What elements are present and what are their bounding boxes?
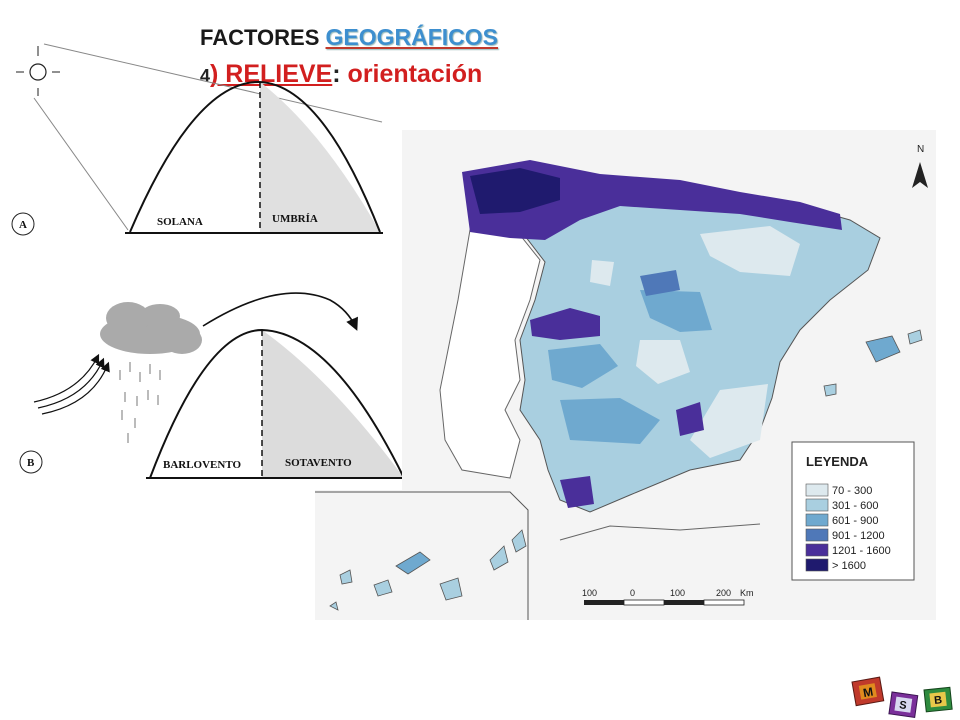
umbria-shade — [260, 82, 380, 232]
precipitation-map: N 100 0 100 200 Km LEYENDA 70 - 300 301 -… — [315, 130, 936, 620]
legend-label: 1201 - 1600 — [832, 545, 891, 557]
north-arrow-icon — [912, 162, 928, 188]
portugal-outline — [439, 229, 541, 479]
north-label: N — [917, 144, 924, 155]
sun-ray-upper — [43, 43, 383, 123]
legend-swatch — [805, 483, 829, 497]
legend-label: > 1600 — [832, 560, 866, 572]
label-barlovento: BARLOVENTO — [163, 459, 241, 471]
wind-arrows-icon — [33, 353, 110, 415]
canary-islands — [329, 529, 527, 611]
legend-title: LEYENDA — [806, 454, 869, 469]
airflow-arrow — [202, 292, 358, 331]
subtitle-separator: : — [332, 60, 348, 88]
diagram-a-letter: A — [19, 219, 27, 231]
subtitle-sub: orientación — [347, 60, 483, 88]
label-umbria: UMBRÍA — [272, 213, 318, 225]
rain-icon — [119, 362, 161, 443]
sun-ray-lower — [33, 97, 129, 231]
legend-swatch — [805, 558, 829, 572]
legend-label: 901 - 1200 — [832, 530, 885, 542]
scale-label-3: 200 — [716, 588, 731, 598]
scale-bar: 100 0 100 200 Km — [582, 588, 754, 606]
legend-label: 601 - 900 — [832, 515, 878, 527]
legend-swatch — [805, 543, 829, 557]
sun-icon — [16, 46, 60, 96]
logo-letter-s: S — [898, 699, 907, 712]
legend-swatch — [805, 498, 829, 512]
map-legend: LEYENDA 70 - 300 301 - 600 601 - 900 901 - … — [791, 441, 915, 581]
subtitle-number: 4 — [200, 66, 211, 86]
sotavento-shade — [262, 330, 404, 478]
label-solana: SOLANA — [157, 216, 203, 228]
legend-label: 301 - 600 — [832, 500, 878, 512]
slide-subtitle: 4) RELIEVE: orientación — [200, 60, 482, 89]
logo-letter-b: B — [934, 694, 943, 707]
legend-label: 70 - 300 — [832, 485, 872, 497]
balearic-islands — [865, 335, 901, 363]
diagram-a: SOLANA UMBRÍA A — [11, 43, 383, 236]
title-prefix: FACTORES — [200, 25, 326, 50]
legend-swatch — [805, 528, 829, 542]
logo-letter-m: M — [862, 685, 874, 701]
cloud-icon — [100, 302, 202, 354]
scale-label-0: 100 — [582, 588, 597, 598]
scale-label-2: 100 — [670, 588, 685, 598]
diagram-b-letter: B — [27, 457, 35, 469]
label-sotavento: SOTAVENTO — [285, 457, 352, 469]
legend-swatch — [805, 513, 829, 527]
msb-logo: M S B — [851, 676, 953, 718]
scale-label-4: Km — [740, 588, 754, 598]
scale-label-1: 0 — [630, 588, 635, 598]
diagram-b: BARLOVENTO SOTAVENTO B — [19, 292, 408, 479]
canary-inset-frame — [315, 491, 529, 620]
title-highlight: GEOGRÁFICOS — [325, 24, 499, 50]
slide-title: FACTORES GEOGRÁFICOS — [200, 24, 498, 51]
